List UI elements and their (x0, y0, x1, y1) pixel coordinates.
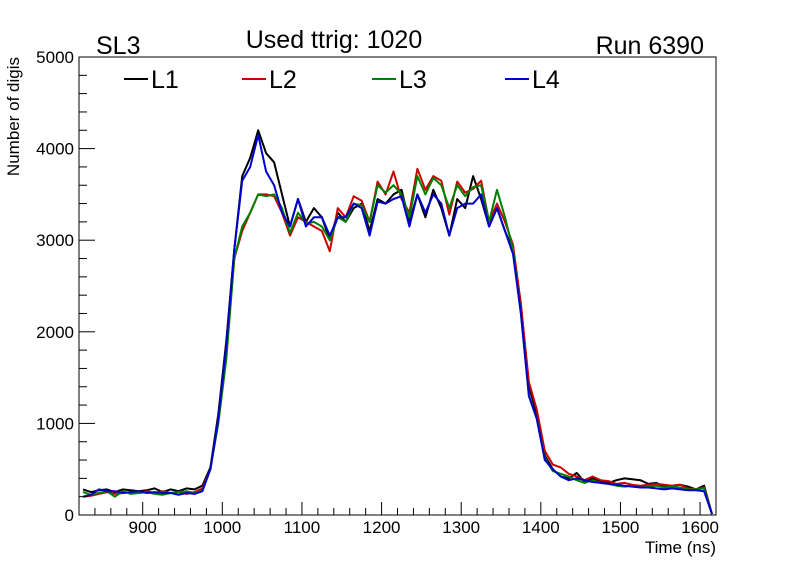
x-axis-label: Time (ns) (645, 538, 716, 557)
x-tick-label: 1300 (442, 518, 480, 537)
x-tick-label: 1600 (681, 518, 719, 537)
title-left: SL3 (96, 32, 140, 60)
x-tick-label: 1200 (363, 518, 401, 537)
legend-label-l2: L2 (269, 66, 297, 94)
x-tick-label: 1500 (602, 518, 640, 537)
x-tick-label: 1100 (284, 518, 321, 537)
x-tick-label: 1000 (203, 518, 241, 537)
chart-title: Used ttrig: 1020 (246, 26, 423, 54)
y-tick-label: 1000 (36, 414, 74, 433)
y-tick-label: 4000 (36, 140, 74, 159)
y-axis-label: Number of digis (4, 57, 23, 176)
y-tick-label: 0 (65, 506, 74, 525)
legend: L1 L2 L3 L4 (124, 66, 560, 94)
y-axis: 0 1000 2000 3000 4000 5000 (36, 48, 95, 525)
legend-label-l3: L3 (399, 66, 427, 94)
series-line-l1 (82, 129, 713, 515)
y-tick-label: 5000 (36, 48, 74, 67)
plot-lines (82, 129, 713, 515)
y-tick-label: 2000 (36, 323, 74, 342)
legend-label-l1: L1 (151, 66, 179, 94)
x-tick-label: 900 (129, 518, 157, 537)
series-line-l4 (82, 133, 713, 515)
x-tick-label: 1400 (522, 518, 560, 537)
title-right: Run 6390 (596, 32, 704, 60)
legend-label-l4: L4 (532, 66, 560, 94)
x-axis: 900 1000 1100 1200 1300 1400 1500 1600 (78, 502, 719, 537)
y-tick-label: 3000 (36, 231, 74, 250)
